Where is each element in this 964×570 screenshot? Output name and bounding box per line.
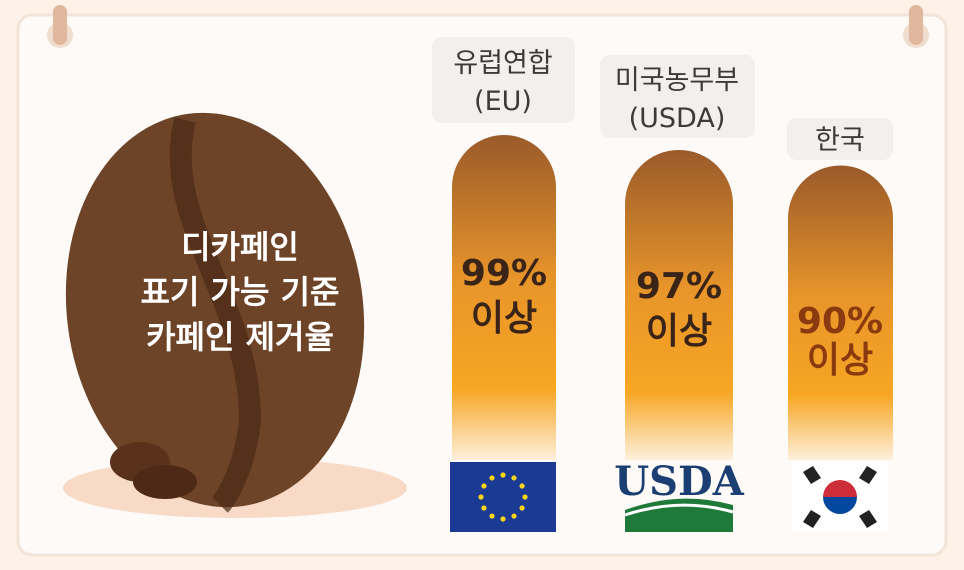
label-box	[600, 55, 755, 138]
eu-star	[511, 475, 517, 481]
coffee-bean	[65, 112, 365, 508]
bar	[452, 135, 556, 460]
value: 97%	[636, 266, 722, 307]
eu-star	[481, 505, 487, 511]
label: (USDA)	[629, 103, 726, 134]
small-bean	[133, 465, 197, 499]
pin	[53, 5, 67, 45]
label-box	[432, 37, 575, 123]
label: (EU)	[474, 86, 532, 117]
korea-flag	[792, 462, 888, 532]
label: 한국	[815, 125, 865, 156]
label: 미국농무부	[615, 65, 739, 96]
title-line: 카페인 제거율	[146, 318, 334, 356]
eu-star	[489, 475, 495, 481]
eu-star	[522, 494, 528, 500]
eu-star	[519, 483, 525, 489]
value: 90%	[797, 301, 883, 342]
qualifier: 이상	[471, 298, 537, 339]
eu-star	[500, 472, 506, 478]
label: 유럽연합	[453, 48, 552, 79]
pin	[909, 5, 923, 45]
title-line: 표기 가능 기준	[141, 273, 340, 311]
qualifier: 이상	[807, 340, 873, 381]
label-box	[787, 118, 893, 160]
eu-star	[478, 494, 484, 500]
eu-star	[511, 513, 517, 519]
usda-logo: USDA	[614, 458, 744, 505]
bean-crease	[169, 117, 262, 513]
bar	[625, 150, 733, 460]
eu-star	[489, 513, 495, 519]
bar	[788, 165, 893, 460]
qualifier: 이상	[646, 311, 712, 352]
eu-stars	[478, 472, 528, 522]
eu-star	[500, 516, 506, 522]
title-line: 디카페인	[181, 228, 299, 266]
eu-star	[481, 483, 487, 489]
value: 99%	[461, 253, 547, 294]
eu-star	[519, 505, 525, 511]
usda-swoosh-line	[624, 503, 734, 517]
